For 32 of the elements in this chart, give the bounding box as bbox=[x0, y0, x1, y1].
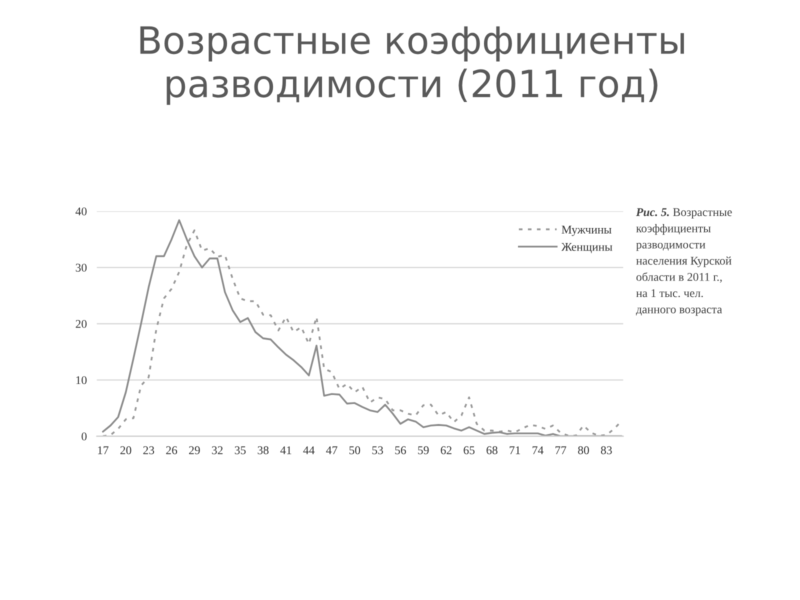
x-tick-label: 29 bbox=[189, 446, 200, 454]
y-tick-label: 40 bbox=[76, 207, 87, 216]
legend-label: Мужчины bbox=[562, 226, 612, 236]
legend-label: Женщины bbox=[561, 243, 612, 254]
text: Рис. 5. bbox=[636, 208, 669, 216]
x-tick-label: 20 bbox=[120, 446, 132, 454]
chart-title: Возрастные коэффициенты разводимости (2011 год) bbox=[140, 26, 684, 105]
x-tick-label: 23 bbox=[143, 446, 154, 454]
x-tick-label: 26 bbox=[166, 446, 178, 454]
x-tick-label: 65 bbox=[464, 446, 475, 454]
x-tick-label: 17 bbox=[98, 446, 108, 454]
x-tick-label: 35 bbox=[234, 446, 246, 454]
x-tick-label: 80 bbox=[578, 446, 589, 454]
x-tick-label: 56 bbox=[395, 446, 406, 454]
x-tick-label: 38 bbox=[258, 446, 269, 454]
x-tick-label: 68 bbox=[486, 446, 498, 454]
y-tick-label: 10 bbox=[76, 376, 87, 384]
x-tick-label: 41 bbox=[280, 446, 292, 454]
x-tick-label: 44 bbox=[303, 446, 315, 454]
y-tick-label: 30 bbox=[76, 264, 87, 272]
x-tick-label: 59 bbox=[418, 446, 429, 454]
x-tick-label: 71 bbox=[510, 446, 520, 454]
x-tick-label: 77 bbox=[556, 446, 566, 454]
x-tick-label: 47 bbox=[326, 446, 338, 454]
y-tick-label: 20 bbox=[76, 320, 87, 328]
x-tick-label: 53 bbox=[372, 446, 383, 454]
x-tick-label: 50 bbox=[349, 446, 360, 454]
x-tick-label: 83 bbox=[600, 446, 612, 454]
y-tick-label: 0 bbox=[82, 432, 87, 440]
x-tick-label: 32 bbox=[212, 446, 223, 454]
x-tick-label: 74 bbox=[532, 446, 544, 454]
x-tick-label: 62 bbox=[440, 446, 452, 454]
